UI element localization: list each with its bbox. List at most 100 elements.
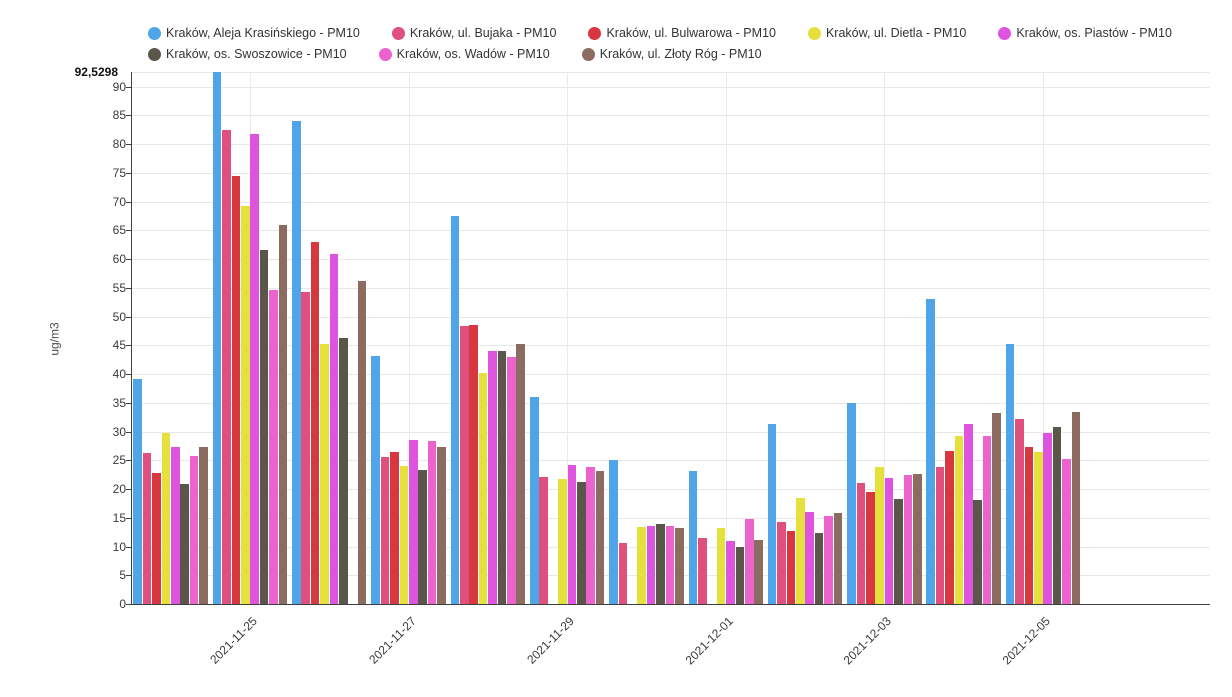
bar[interactable]	[529, 397, 539, 604]
bar[interactable]	[301, 291, 311, 604]
bar[interactable]	[973, 499, 983, 604]
bar[interactable]	[539, 476, 548, 604]
legend-item[interactable]: Kraków, os. Wadów - PM10	[378, 47, 550, 61]
bar[interactable]	[646, 525, 656, 604]
bar[interactable]	[497, 351, 507, 604]
bar[interactable]	[250, 134, 259, 604]
bar[interactable]	[320, 343, 329, 604]
bar[interactable]	[212, 72, 222, 604]
bar[interactable]	[222, 130, 231, 604]
legend-item[interactable]: Kraków, Aleja Krasińskiego - PM10	[148, 26, 360, 40]
bar[interactable]	[231, 176, 241, 604]
bar[interactable]	[171, 447, 180, 604]
legend-item[interactable]: Kraków, os. Swoszowice - PM10	[148, 47, 347, 61]
bar[interactable]	[567, 464, 577, 604]
bar[interactable]	[856, 483, 866, 604]
bar[interactable]	[786, 530, 796, 604]
bar[interactable]	[903, 475, 913, 604]
bar[interactable]	[884, 478, 894, 604]
bar[interactable]	[133, 378, 142, 604]
bar[interactable]	[697, 538, 707, 604]
bar[interactable]	[152, 472, 161, 604]
bar[interactable]	[618, 543, 628, 604]
bar[interactable]	[964, 424, 973, 604]
bar[interactable]	[292, 121, 301, 604]
bar[interactable]	[945, 451, 954, 604]
bar[interactable]	[656, 524, 665, 604]
bar[interactable]	[371, 355, 380, 604]
bar[interactable]	[992, 413, 1001, 604]
bar[interactable]	[558, 478, 567, 604]
bar[interactable]	[1024, 447, 1034, 604]
bar[interactable]	[688, 471, 698, 604]
bar[interactable]	[408, 440, 418, 604]
bar[interactable]	[1043, 432, 1052, 604]
bar[interactable]	[665, 526, 675, 604]
bar[interactable]	[142, 452, 152, 604]
bar[interactable]	[796, 498, 805, 604]
bar[interactable]	[488, 351, 497, 604]
bar[interactable]	[507, 356, 516, 604]
legend-item[interactable]: Kraków, ul. Dietla - PM10	[807, 26, 966, 40]
bar[interactable]	[269, 289, 278, 604]
bar[interactable]	[189, 456, 199, 604]
bar[interactable]	[926, 299, 935, 604]
bar[interactable]	[1033, 451, 1043, 604]
bar[interactable]	[935, 467, 945, 604]
bar[interactable]	[716, 527, 726, 604]
bar[interactable]	[259, 250, 269, 604]
bar[interactable]	[240, 206, 250, 604]
bar[interactable]	[833, 513, 843, 604]
bar[interactable]	[437, 447, 446, 604]
bar[interactable]	[595, 470, 605, 604]
bar[interactable]	[744, 518, 754, 604]
bar[interactable]	[777, 521, 786, 604]
bar[interactable]	[1071, 411, 1081, 604]
bar[interactable]	[516, 343, 526, 604]
bar[interactable]	[427, 441, 437, 604]
bar[interactable]	[637, 526, 647, 604]
legend-item[interactable]: Kraków, ul. Bulwarowa - PM10	[588, 26, 776, 40]
bar[interactable]	[735, 546, 745, 604]
bar[interactable]	[390, 452, 399, 604]
bar[interactable]	[767, 424, 777, 604]
bar[interactable]	[469, 324, 479, 604]
bar[interactable]	[609, 460, 618, 604]
bar[interactable]	[1052, 426, 1062, 604]
bar[interactable]	[1062, 459, 1071, 604]
bar[interactable]	[754, 540, 763, 604]
bar[interactable]	[805, 512, 815, 604]
bar[interactable]	[814, 533, 824, 604]
bar[interactable]	[1005, 343, 1015, 604]
bar[interactable]	[339, 337, 348, 604]
bar[interactable]	[875, 467, 884, 604]
bar[interactable]	[726, 541, 735, 604]
bar[interactable]	[199, 447, 208, 604]
bar[interactable]	[982, 436, 992, 604]
bar[interactable]	[329, 254, 339, 604]
bar[interactable]	[576, 481, 586, 604]
legend-item[interactable]: Kraków, ul. Bujaka - PM10	[391, 26, 556, 40]
bar[interactable]	[478, 372, 488, 604]
bar[interactable]	[418, 470, 427, 604]
bar[interactable]	[586, 467, 595, 604]
bar[interactable]	[278, 224, 288, 604]
bar[interactable]	[450, 216, 460, 604]
bar[interactable]	[912, 474, 922, 604]
bar[interactable]	[180, 483, 190, 604]
bar[interactable]	[399, 466, 409, 604]
bar[interactable]	[310, 241, 320, 604]
bar[interactable]	[380, 456, 390, 604]
bar[interactable]	[675, 528, 684, 604]
bar[interactable]	[954, 436, 964, 604]
bar[interactable]	[1015, 418, 1024, 604]
bar[interactable]	[865, 491, 875, 604]
bar[interactable]	[460, 326, 469, 604]
legend-item[interactable]: Kraków, os. Piastów - PM10	[998, 26, 1172, 40]
bar[interactable]	[894, 498, 903, 604]
bar[interactable]	[357, 280, 367, 604]
bar[interactable]	[824, 516, 833, 604]
legend-item[interactable]: Kraków, ul. Złoty Róg - PM10	[581, 47, 762, 61]
bar[interactable]	[161, 433, 171, 604]
bar[interactable]	[847, 402, 856, 604]
